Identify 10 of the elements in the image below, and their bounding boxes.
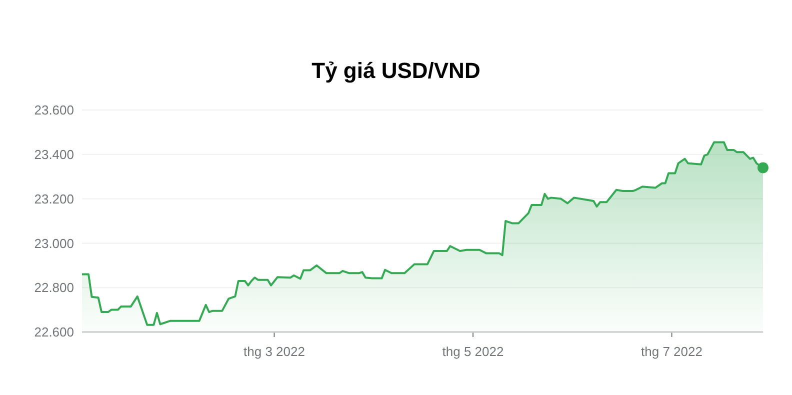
y-tick-label: 23.200 — [34, 191, 74, 206]
x-tick-label: thg 5 2022 — [442, 344, 504, 359]
x-tick-label: thg 7 2022 — [641, 344, 702, 359]
y-tick-label: 23.000 — [34, 236, 74, 251]
y-tick-label: 22.600 — [34, 324, 74, 340]
x-tick-label: thg 3 2022 — [244, 344, 305, 359]
chart-title: Tỷ giá USD/VND — [312, 58, 480, 83]
y-tick-label: 23.400 — [34, 146, 74, 162]
y-tick-label: 22.800 — [34, 280, 74, 296]
y-tick-label: 23.600 — [34, 102, 74, 118]
